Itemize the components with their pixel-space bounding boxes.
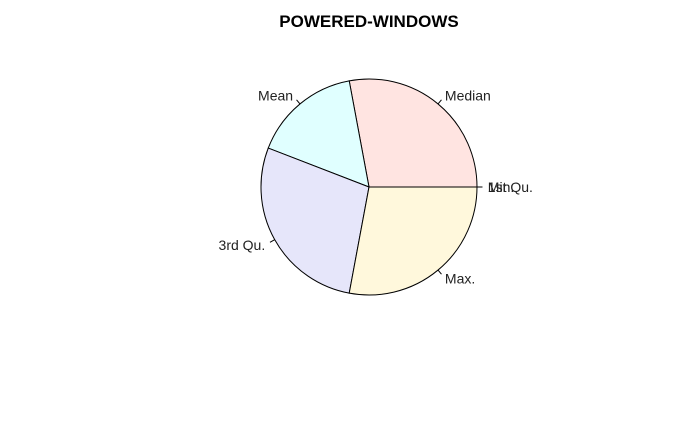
leader-line-median <box>437 99 442 105</box>
slice-label-1st-qu: 1st Qu. <box>488 179 533 195</box>
slice-label-3rd-qu: 3rd Qu. <box>219 237 266 253</box>
leader-line-mean <box>296 99 301 105</box>
pie-leader-lines <box>269 99 483 275</box>
pie-slice-mean <box>267 80 370 188</box>
slice-label-min: Min. <box>488 179 514 195</box>
slice-label-max: Max. <box>445 270 475 286</box>
pie-slice-median <box>348 78 478 188</box>
pie-slice-3rd-qu <box>260 147 370 294</box>
chart-title: POWERED-WINDOWS <box>279 12 458 31</box>
slice-label-mean: Mean <box>258 88 293 104</box>
slice-label-median: Median <box>445 88 491 104</box>
leader-line-3rd-qu <box>269 239 275 243</box>
pie-slice-max <box>348 186 478 296</box>
pie-slices <box>260 78 478 296</box>
pie-labels: Min.1st Qu. Median Mean 3rd Qu. Max. <box>219 88 533 287</box>
leader-line-max <box>437 269 442 275</box>
